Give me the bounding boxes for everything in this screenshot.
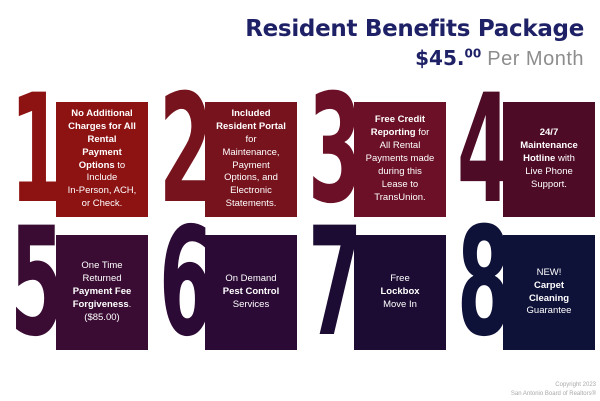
benefit-card: 5 One Time Returned Payment Fee Forgiven… — [10, 208, 148, 358]
card-panel: Included Resident Portal for Maintenance… — [205, 102, 297, 217]
card-panel: NEW! Carpet Cleaning Guarantee — [503, 235, 595, 350]
card-number: 2 — [159, 63, 214, 237]
card-number: 4 — [457, 63, 512, 237]
benefit-card: 6 On Demand Pest Control Services — [159, 208, 297, 358]
card-number: 5 — [10, 196, 65, 370]
benefit-card: 3 Free Credit Reporting for All Rental P… — [308, 75, 446, 225]
price-suffix: Per Month — [481, 48, 584, 71]
copyright-line1: Copyright 2023 — [555, 382, 596, 389]
copyright-line2: San Antonio Board of Realtors® — [510, 390, 596, 397]
card-text: Included Resident Portal for Maintenance… — [216, 107, 286, 210]
card-text: Free Credit Reporting for All Rental Pay… — [365, 114, 435, 203]
card-text: One Time Returned Payment Fee Forgivenes… — [72, 260, 132, 323]
price-line: $45.00 Per Month — [245, 47, 584, 70]
card-number: 8 — [457, 196, 512, 370]
card-text: Free Lockbox Move In — [380, 273, 420, 310]
card-number: 3 — [308, 63, 363, 237]
card-number: 1 — [10, 63, 65, 237]
card-text: 24/7 Maintenance Hotline with Live Phone… — [520, 127, 578, 190]
page-title: Resident Benefits Package — [245, 16, 584, 42]
card-text: No Additional Charges for All Rental Pay… — [67, 107, 137, 210]
price-cents: 00 — [464, 46, 482, 61]
card-text: On Demand Pest Control Services — [222, 273, 280, 310]
benefit-card: 7 Free Lockbox Move In — [308, 208, 446, 358]
benefit-card: 2 Included Resident Portal for Maintenan… — [159, 75, 297, 225]
card-panel: One Time Returned Payment Fee Forgivenes… — [56, 235, 148, 350]
card-text: NEW! Carpet Cleaning Guarantee — [526, 266, 572, 317]
card-panel: No Additional Charges for All Rental Pay… — [56, 102, 148, 217]
card-panel: On Demand Pest Control Services — [205, 235, 297, 350]
page-header: Resident Benefits Package $45.00 Per Mon… — [245, 16, 584, 70]
card-panel: Free Credit Reporting for All Rental Pay… — [354, 102, 446, 217]
price-amount: $45. — [415, 46, 465, 71]
card-number: 7 — [308, 196, 363, 370]
benefit-card: 1 No Additional Charges for All Rental P… — [10, 75, 148, 225]
card-number: 6 — [159, 196, 214, 370]
benefit-card: 4 24/7 Maintenance Hotline with Live Pho… — [457, 75, 595, 225]
card-panel: Free Lockbox Move In — [354, 235, 446, 350]
copyright-notice: Copyright 2023 San Antonio Board of Real… — [511, 381, 596, 398]
benefit-card: 8 NEW! Carpet Cleaning Guarantee — [457, 208, 595, 358]
card-panel: 24/7 Maintenance Hotline with Live Phone… — [503, 102, 595, 217]
